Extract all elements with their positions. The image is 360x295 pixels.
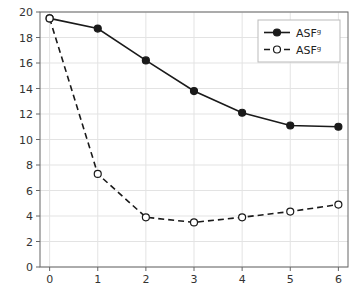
tick-mark — [36, 63, 40, 64]
tick-mark — [97, 267, 98, 271]
legend-box — [258, 20, 340, 62]
tick-label: 4 — [26, 210, 33, 223]
series — [46, 15, 342, 130]
data — [46, 15, 342, 226]
marker — [191, 88, 198, 95]
tick-label: 14 — [19, 83, 33, 96]
grid-line — [40, 114, 348, 115]
tick-label: 6 — [335, 273, 342, 286]
legend-marker — [274, 46, 281, 53]
tick-label: 1 — [94, 273, 101, 286]
grid-line — [40, 165, 348, 166]
tick-mark — [36, 267, 40, 268]
tick-label: 2 — [142, 273, 149, 286]
axes: 012345602468101214161820 — [19, 6, 342, 286]
tick-mark — [145, 267, 146, 271]
chart-container: 012345602468101214161820ASFᵍASFᵍ — [0, 0, 360, 295]
tick-mark — [36, 139, 40, 140]
grid-line — [40, 241, 348, 242]
tick-mark — [338, 267, 339, 271]
tick-mark — [194, 267, 195, 271]
legend: ASFᵍ ASFᵍ — [258, 20, 340, 62]
tick-label: 4 — [239, 273, 246, 286]
tick-mark — [242, 267, 243, 271]
grid-line — [40, 63, 348, 64]
grid-line — [40, 139, 348, 140]
tick-label: 12 — [19, 108, 33, 121]
tick-mark — [36, 190, 40, 191]
line — [50, 18, 339, 126]
grid-line — [40, 216, 348, 217]
line — [50, 18, 339, 222]
series — [46, 15, 342, 226]
tick-mark — [49, 267, 50, 271]
tick-label: 0 — [46, 273, 53, 286]
marker — [287, 122, 294, 129]
tick-mark — [36, 241, 40, 242]
tick-label: 3 — [191, 273, 198, 286]
tick-label: 2 — [26, 236, 33, 249]
tick-label: 0 — [26, 261, 33, 274]
tick-mark — [36, 88, 40, 89]
legend-label: ASFᵍ — [296, 27, 321, 40]
tick-mark — [36, 165, 40, 166]
tick-mark — [36, 114, 40, 115]
tick-label: 8 — [26, 159, 33, 172]
tick-label: 18 — [19, 32, 33, 45]
marker — [335, 201, 342, 208]
legend-marker — [274, 29, 281, 36]
tick-label: 20 — [19, 6, 33, 19]
marker — [94, 25, 101, 32]
tick-mark — [36, 12, 40, 13]
marker — [94, 170, 101, 177]
tick-label: 6 — [26, 185, 33, 198]
marker — [239, 214, 246, 221]
tick-label: 10 — [19, 134, 33, 147]
tick-mark — [36, 37, 40, 38]
grid-line — [40, 190, 348, 191]
marker — [46, 15, 53, 22]
marker — [191, 219, 198, 226]
marker — [335, 123, 342, 130]
tick-mark — [290, 267, 291, 271]
marker — [142, 214, 149, 221]
tick-mark — [36, 216, 40, 217]
marker — [287, 208, 294, 215]
chart: 012345602468101214161820ASFᵍASFᵍ — [0, 0, 360, 295]
plot-area — [40, 12, 348, 267]
marker — [46, 15, 53, 22]
grid — [40, 12, 348, 267]
plot-frame — [40, 12, 348, 267]
marker — [142, 57, 149, 64]
tick-label: 16 — [19, 57, 33, 70]
marker — [239, 109, 246, 116]
legend-label: ASFᵍ — [296, 44, 321, 57]
tick-label: 5 — [287, 273, 294, 286]
